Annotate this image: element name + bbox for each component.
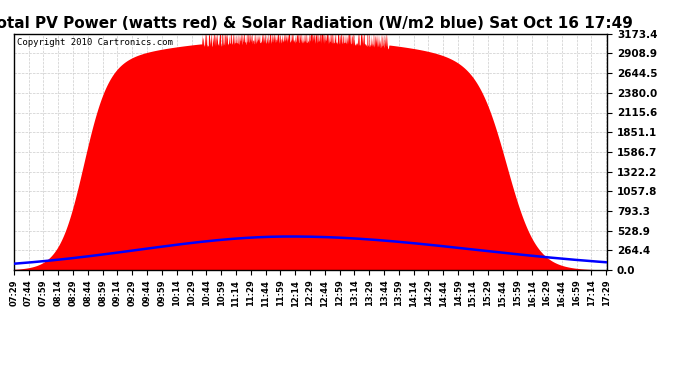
Title: Total PV Power (watts red) & Solar Radiation (W/m2 blue) Sat Oct 16 17:49: Total PV Power (watts red) & Solar Radia… — [0, 16, 633, 31]
Text: Copyright 2010 Cartronics.com: Copyright 2010 Cartronics.com — [17, 39, 172, 48]
